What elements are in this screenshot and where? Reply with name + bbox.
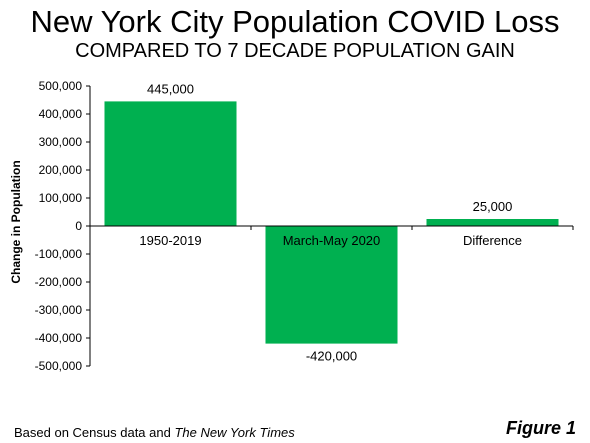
- y-tick-label: 0: [75, 219, 82, 233]
- x-tick-label: Difference: [463, 233, 522, 248]
- bar: [104, 101, 237, 226]
- data-label: 445,000: [147, 81, 194, 96]
- y-tick-label: -200,000: [35, 275, 83, 289]
- y-tick-label: 300,000: [39, 135, 83, 149]
- y-tick-label: 500,000: [39, 79, 83, 93]
- y-tick-label: 400,000: [39, 107, 83, 121]
- data-label: -420,000: [306, 349, 357, 364]
- y-tick-label: -500,000: [35, 359, 83, 373]
- bar: [265, 226, 398, 344]
- y-tick-label: -300,000: [35, 303, 83, 317]
- chart-title: New York City Population COVID Loss: [30, 4, 560, 39]
- data-label: 25,000: [473, 199, 513, 214]
- bars: [104, 101, 559, 344]
- y-tick-label: -100,000: [35, 247, 83, 261]
- y-tick-label: 200,000: [39, 163, 83, 177]
- y-tick-label: -400,000: [35, 331, 83, 345]
- figure-label: Figure 1: [505, 418, 576, 438]
- y-axis: 500,000 400,000 300,000 200,000 100,000 0 -100…: [35, 79, 91, 373]
- x-tick-label: 1950-2019: [139, 233, 201, 248]
- bar: [426, 219, 559, 226]
- footnote-prefix: Based on Census data and: [14, 425, 175, 440]
- x-tick-label: March-May 2020: [283, 233, 381, 248]
- source-footnote: Based on Census data and The New York Ti…: [14, 425, 295, 440]
- chart-subtitle: COMPARED TO 7 DECADE POPULATION GAIN: [75, 40, 515, 62]
- y-axis-title: Change in Population: [9, 160, 23, 283]
- footnote-source: The New York Times: [174, 425, 295, 440]
- data-labels: 445,000 -420,000 25,000: [147, 81, 512, 363]
- y-tick-label: 100,000: [39, 191, 83, 205]
- x-axis: 1950-2019 March-May 2020 Difference: [89, 225, 574, 248]
